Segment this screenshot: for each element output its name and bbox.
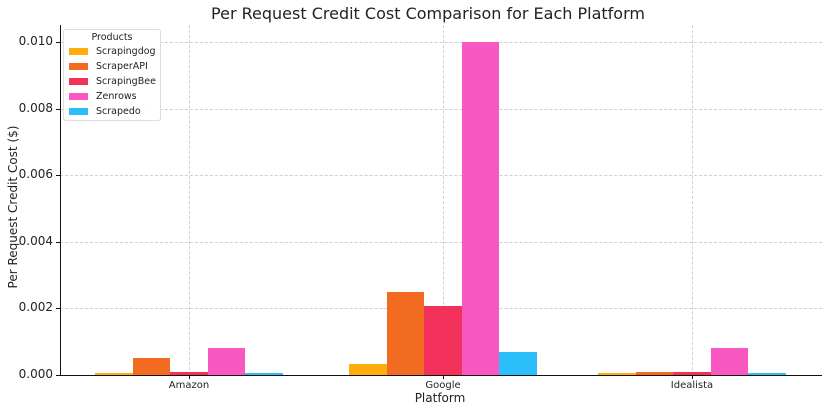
bar-scrapedo-idealista [748, 373, 786, 375]
bar-scrapingdog-google [349, 364, 387, 375]
legend-swatch [69, 48, 88, 55]
chart-title: Per Request Credit Cost Comparison for E… [211, 4, 645, 23]
y-tick-mark [56, 109, 60, 110]
bar-scraperapi-google [386, 291, 425, 375]
v-gridline [443, 25, 444, 375]
h-gridline [60, 42, 822, 43]
x-tick-label: Idealista [670, 380, 714, 391]
y-tick-mark [56, 42, 60, 43]
bar-scrapingdog-idealista [598, 373, 636, 375]
legend-swatch [69, 93, 88, 100]
legend: Products Scrapingdog ScraperAPI ScrapingBe… [63, 29, 161, 121]
legend-swatch [69, 108, 88, 115]
bar-scrapedo-amazon [245, 373, 283, 375]
x-tick-label: Google [425, 380, 461, 391]
y-tick-mark [56, 175, 60, 176]
legend-item: ScrapingBee [64, 74, 160, 89]
v-gridline [189, 25, 190, 375]
bar-zenrows-idealista [710, 348, 749, 375]
legend-label: ScrapingBee [96, 76, 156, 87]
legend-label: Scrapedo [96, 106, 141, 117]
bar-zenrows-amazon [207, 348, 246, 375]
h-gridline [60, 242, 822, 243]
bar-scrapedo-google [499, 351, 537, 375]
bar-scrapingbee-idealista [673, 372, 711, 375]
bar-zenrows-google [461, 42, 500, 375]
y-tick-label: 0.002 [18, 300, 53, 314]
bar-scraperapi-amazon [132, 358, 171, 375]
x-axis-title: Platform [414, 391, 466, 405]
x-tick-label: Amazon [168, 380, 210, 391]
legend-item: Zenrows [64, 89, 160, 104]
y-tick-label: 0.000 [18, 367, 53, 381]
y-tick-label: 0.010 [18, 34, 53, 48]
y-tick-mark [56, 242, 60, 243]
y-tick-mark [56, 375, 60, 376]
bar-scrapingdog-amazon [95, 373, 133, 375]
x-tick-mark [692, 375, 693, 379]
y-tick-label: 0.006 [18, 167, 53, 181]
legend-swatch [69, 78, 88, 85]
legend-label: Scrapingdog [96, 46, 156, 57]
y-axis-title: Per Request Credit Cost ($) [6, 125, 20, 289]
y-tick-label: 0.008 [18, 101, 53, 115]
legend-label: ScraperAPI [96, 61, 148, 72]
legend-item: ScraperAPI [64, 59, 160, 74]
legend-title: Products [91, 32, 133, 43]
h-gridline [60, 175, 822, 176]
bar-scraperapi-idealista [635, 372, 674, 375]
y-tick-mark [56, 308, 60, 309]
y-axis-line [60, 25, 61, 376]
legend-item: Scrapedo [64, 104, 160, 119]
x-axis-line [60, 375, 822, 376]
v-gridline [692, 25, 693, 375]
y-tick-label: 0.004 [18, 234, 53, 248]
bar-scrapingbee-amazon [170, 372, 208, 375]
h-gridline [60, 109, 822, 110]
legend-swatch [69, 63, 88, 70]
legend-label: Zenrows [96, 91, 137, 102]
x-tick-mark [189, 375, 190, 379]
bar-scrapingbee-google [424, 305, 462, 375]
legend-item: Scrapingdog [64, 44, 160, 59]
x-tick-mark [443, 375, 444, 379]
